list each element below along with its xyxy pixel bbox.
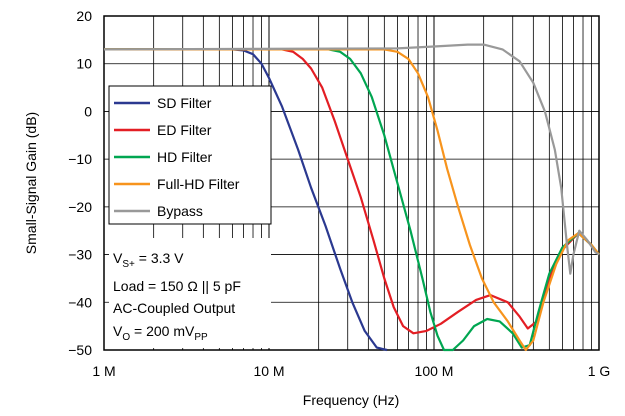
plot-frame xyxy=(103,15,600,351)
legend: SD Filter ED Filter HD Filter Full-HD Filte… xyxy=(108,85,272,225)
y-tick-label: −50 xyxy=(68,342,92,358)
x-axis-label: Frequency (Hz) xyxy=(303,392,399,408)
supply-voltage-note: VS+ = 3.3 V xyxy=(113,250,184,270)
legend-label: SD Filter xyxy=(157,95,212,111)
x-tick-label: 1 M xyxy=(92,363,115,379)
conditions-box xyxy=(109,238,271,348)
legend-label: HD Filter xyxy=(157,149,213,165)
legend-label: Full-HD Filter xyxy=(157,176,240,192)
series-line-full-hd-filter xyxy=(104,48,600,352)
y-tick-label: −20 xyxy=(68,199,92,215)
output-voltage-note: VO = 200 mVPP xyxy=(113,323,208,343)
x-tick-label: 1 G xyxy=(588,363,611,379)
load-note: Load = 150 Ω || 5 pF xyxy=(113,278,241,294)
y-tick-label: −30 xyxy=(68,247,92,263)
series-line-sd-filter xyxy=(104,48,388,352)
y-tick-label: 10 xyxy=(76,56,92,72)
y-tick-label: 20 xyxy=(76,8,92,24)
legend-label: ED Filter xyxy=(157,122,212,138)
legend-label: Bypass xyxy=(157,203,203,219)
x-tick-label: 10 M xyxy=(253,363,284,379)
conditions-annotation: VS+ = 3.3 V Load = 150 Ω || 5 pF AC-Coup… xyxy=(109,238,271,348)
coupling-note: AC-Coupled Output xyxy=(113,300,235,316)
legend-box xyxy=(108,85,272,225)
y-axis-label: Small-Signal Gain (dB) xyxy=(23,112,39,254)
curves xyxy=(103,43,600,352)
y-tick-label: −10 xyxy=(68,151,92,167)
series-line-hd-filter xyxy=(104,48,600,352)
x-tick-label: 100 M xyxy=(415,363,454,379)
y-tick-label: −40 xyxy=(68,294,92,310)
tick-labels: 20 10 0 −10 −20 −30 −40 −501 M 10 M 100 M 1 G xyxy=(68,8,610,379)
y-tick-label: 0 xyxy=(84,103,92,119)
grid-lines xyxy=(104,16,599,350)
series-line-bypass xyxy=(103,43,600,275)
